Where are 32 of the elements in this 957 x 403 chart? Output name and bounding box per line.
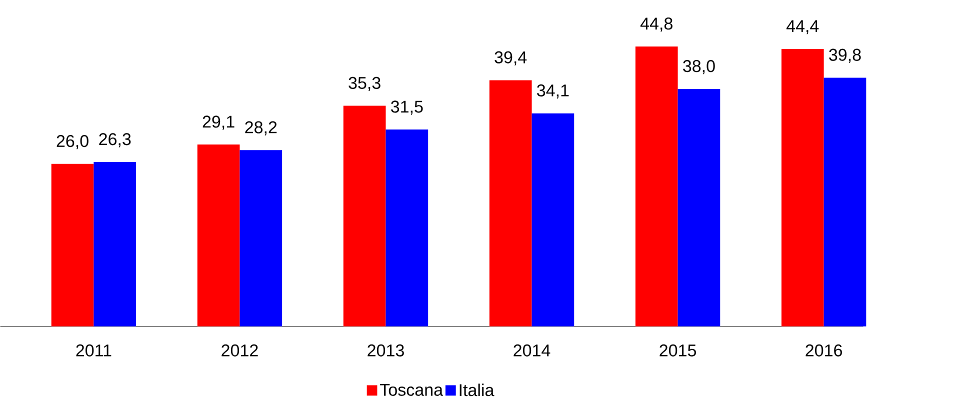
- data-label: 28,2: [245, 121, 277, 136]
- bar: [197, 144, 240, 326]
- x-tick-label: 2014: [514, 344, 550, 356]
- data-label: 26,3: [99, 132, 131, 148]
- data-label: 44,4: [786, 20, 819, 34]
- x-tick-label: 2013: [368, 344, 404, 356]
- x-tick-label: 2015: [660, 344, 696, 356]
- bar: [635, 46, 678, 326]
- data-label: 38,0: [683, 60, 715, 74]
- data-label: 39,8: [829, 48, 861, 63]
- bar: [489, 80, 532, 326]
- x-tick-label: 2011: [76, 344, 112, 356]
- bar: [678, 88, 720, 326]
- data-label: 39,4: [494, 51, 527, 66]
- legend-label: Toscana: [380, 384, 444, 396]
- x-tick-label: 2016: [806, 344, 842, 356]
- data-label: 26,0: [56, 134, 88, 149]
- bar: [94, 162, 136, 326]
- data-label: 31,5: [391, 100, 423, 115]
- bar: [532, 113, 574, 326]
- legend-label: Italia: [460, 383, 494, 396]
- bar: [386, 129, 428, 326]
- bar: [240, 150, 282, 326]
- bar: [824, 77, 866, 326]
- data-label: 34,1: [537, 84, 569, 98]
- x-tick-label: 2012: [222, 344, 258, 356]
- bar: [781, 48, 824, 326]
- bar: [51, 164, 94, 326]
- data-label: 29,1: [202, 115, 234, 130]
- bar: [343, 106, 386, 326]
- data-label: 35,3: [348, 76, 380, 91]
- data-label: 44,8: [640, 17, 672, 32]
